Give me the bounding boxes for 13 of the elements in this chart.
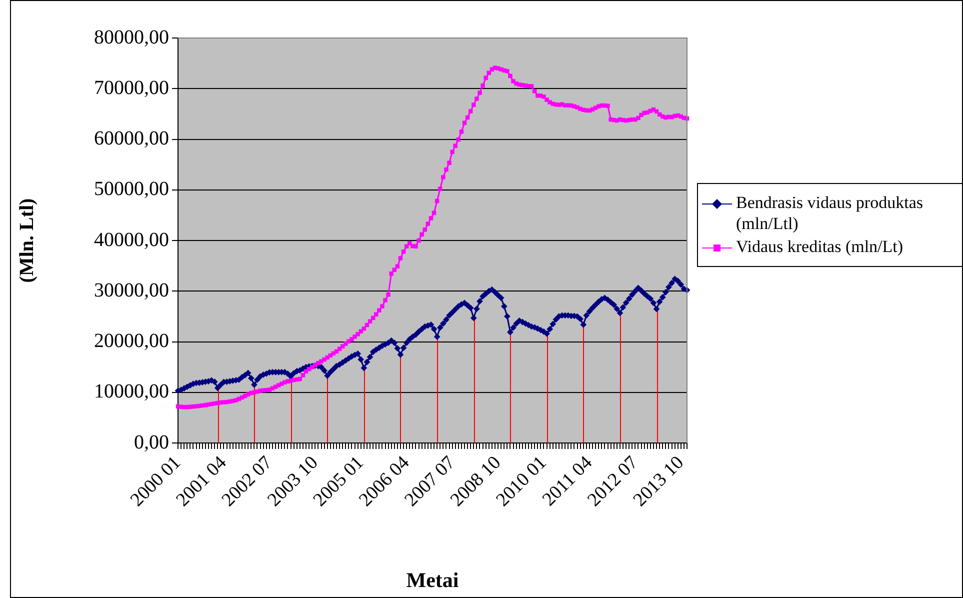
legend-label: Bendrasis vidaus produktas (mln/Ltl) (736, 192, 924, 234)
y-tick-label: 10000,00 (94, 380, 169, 403)
y-tick-label: 20000,00 (94, 330, 169, 352)
y-tick-label: 30000,00 (94, 279, 169, 302)
y-tick-label: 40000,00 (94, 228, 169, 251)
legend-label: Vidaus kreditas (mln/Lt) (736, 236, 904, 257)
x-axis-title: Metai (406, 568, 459, 592)
y-tick-label: 70000,00 (94, 76, 169, 99)
y-tick-label: 80000,00 (94, 26, 169, 48)
y-tick-label: 50000,00 (94, 178, 169, 200)
y-tick-label: 60000,00 (94, 128, 169, 150)
y-axis-title: (Mln. Ltl) (16, 198, 38, 283)
y-tick-label: 0,00 (134, 431, 169, 454)
